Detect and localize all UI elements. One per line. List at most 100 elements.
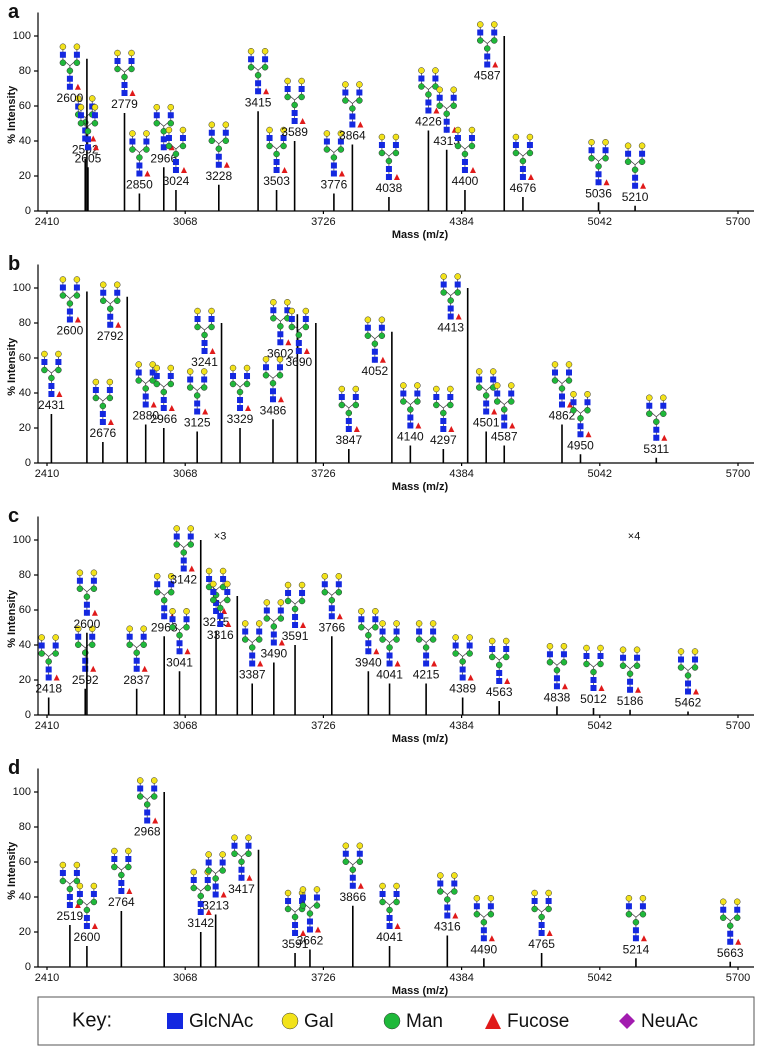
glcnac-symbol [55, 359, 62, 365]
sugar-symbol [733, 914, 741, 921]
sugar-symbol [451, 872, 458, 879]
sugar-symbol [135, 377, 142, 384]
y-tick-label: 40 [19, 891, 31, 903]
x-axis-label: Mass (m/z) [392, 481, 449, 493]
sugar-symbol [588, 139, 595, 146]
glcnac-symbol [570, 399, 577, 406]
fucose-symbol [598, 685, 605, 691]
x-tick-label: 2410 [35, 972, 59, 984]
glycan-link [435, 386, 451, 432]
glycan-link [367, 316, 383, 363]
sugar-symbol [454, 289, 461, 296]
sugar-symbol [284, 93, 291, 101]
glcnac-symbol [45, 666, 52, 673]
glcnac-symbol [349, 882, 356, 889]
peak-label: 4038 [376, 181, 403, 195]
glcnac-symbol [386, 923, 393, 929]
sugar-symbol [210, 580, 217, 588]
glcnac-symbol [262, 56, 269, 63]
glcnac-symbol [330, 162, 337, 169]
sugar-symbol [482, 392, 490, 399]
glcnac-symbol [172, 159, 179, 165]
glycan-link [189, 368, 205, 415]
peak-label: 2792 [97, 329, 124, 343]
glycan-link [273, 299, 288, 346]
sugar-symbol [169, 624, 176, 631]
sugar-symbol [488, 653, 496, 661]
fucose-symbol [394, 923, 401, 929]
glcnac-symbol [238, 866, 245, 873]
x-tick-label: 2410 [35, 720, 59, 732]
peak-label: 3486 [260, 403, 287, 417]
annotation: ×3 [214, 530, 227, 542]
sugar-symbol [660, 410, 667, 417]
sugar-symbol [299, 886, 307, 893]
sugar-symbol [183, 624, 190, 631]
sugar-symbol [298, 93, 305, 101]
glcnac-symbol [378, 324, 385, 331]
sugar-symbol [266, 142, 273, 150]
glcnac-symbol [144, 817, 151, 824]
glcnac-symbol [83, 609, 90, 616]
glycan-link [117, 50, 132, 96]
peak-label: 3215 [203, 615, 230, 629]
fucose-symbol [488, 935, 495, 942]
glcnac-symbol [176, 648, 183, 655]
peak-label: 4587 [474, 69, 501, 83]
x-tick-label: 3068 [173, 720, 197, 732]
glcnac-symbol [414, 390, 421, 397]
glycan-link [102, 281, 118, 328]
glcnac-symbol [180, 557, 187, 564]
sugar-symbol [577, 415, 584, 422]
glcnac-symbol [454, 281, 461, 288]
fucose-symbol [379, 356, 386, 363]
sugar-symbol [59, 43, 67, 50]
sugar-symbol [313, 886, 321, 893]
sugar-symbol [302, 307, 310, 315]
glcnac-symbol [560, 651, 567, 658]
glycan-link [439, 872, 455, 919]
peak-label: 2779 [111, 97, 138, 111]
glcnac-symbol [349, 113, 356, 120]
sugar-symbol [172, 150, 180, 158]
sugar-symbol [176, 632, 183, 639]
sugar-symbol [584, 407, 591, 414]
glcnac-symbol [342, 89, 349, 96]
peak-label: 2676 [90, 426, 117, 440]
glcnac-symbol [298, 86, 305, 92]
sugar-symbol [379, 882, 386, 890]
fucose-symbol [92, 144, 99, 151]
peak-label: 3329 [227, 412, 254, 426]
glcnac-symbol [386, 915, 393, 921]
glcnac-symbol [208, 129, 215, 136]
glycan-link [534, 890, 549, 936]
glcnac-symbol [484, 61, 491, 68]
y-tick-label: 60 [19, 100, 31, 112]
sugar-symbol [224, 580, 231, 588]
glycan-link [627, 142, 643, 189]
y-tick-label: 80 [19, 821, 31, 833]
sugar-symbol [280, 126, 287, 134]
sugar-symbol [468, 142, 476, 150]
peak-label: 5663 [717, 946, 744, 960]
sugar-symbol [337, 146, 345, 153]
y-tick-label: 40 [19, 387, 31, 399]
key-item: Gal [304, 1011, 334, 1032]
sugar-symbol [99, 281, 107, 288]
sugar-symbol [114, 49, 121, 57]
glcnac-symbol [160, 144, 167, 151]
glcnac-symbol [440, 418, 447, 424]
glcnac-symbol [440, 281, 447, 288]
sugar-symbol [129, 130, 136, 137]
glcnac-symbol [437, 880, 444, 887]
sugar-symbol [660, 394, 667, 401]
sugar-symbol [440, 289, 447, 296]
sugar-symbol [73, 877, 81, 885]
sugar-symbol [595, 163, 602, 170]
sugar-symbol [349, 866, 357, 873]
y-tick-label: 20 [19, 674, 31, 686]
sugar-symbol [386, 906, 393, 914]
sugar-symbol [219, 867, 226, 874]
glcnac-symbol [423, 660, 430, 667]
glcnac-symbol [231, 842, 238, 849]
